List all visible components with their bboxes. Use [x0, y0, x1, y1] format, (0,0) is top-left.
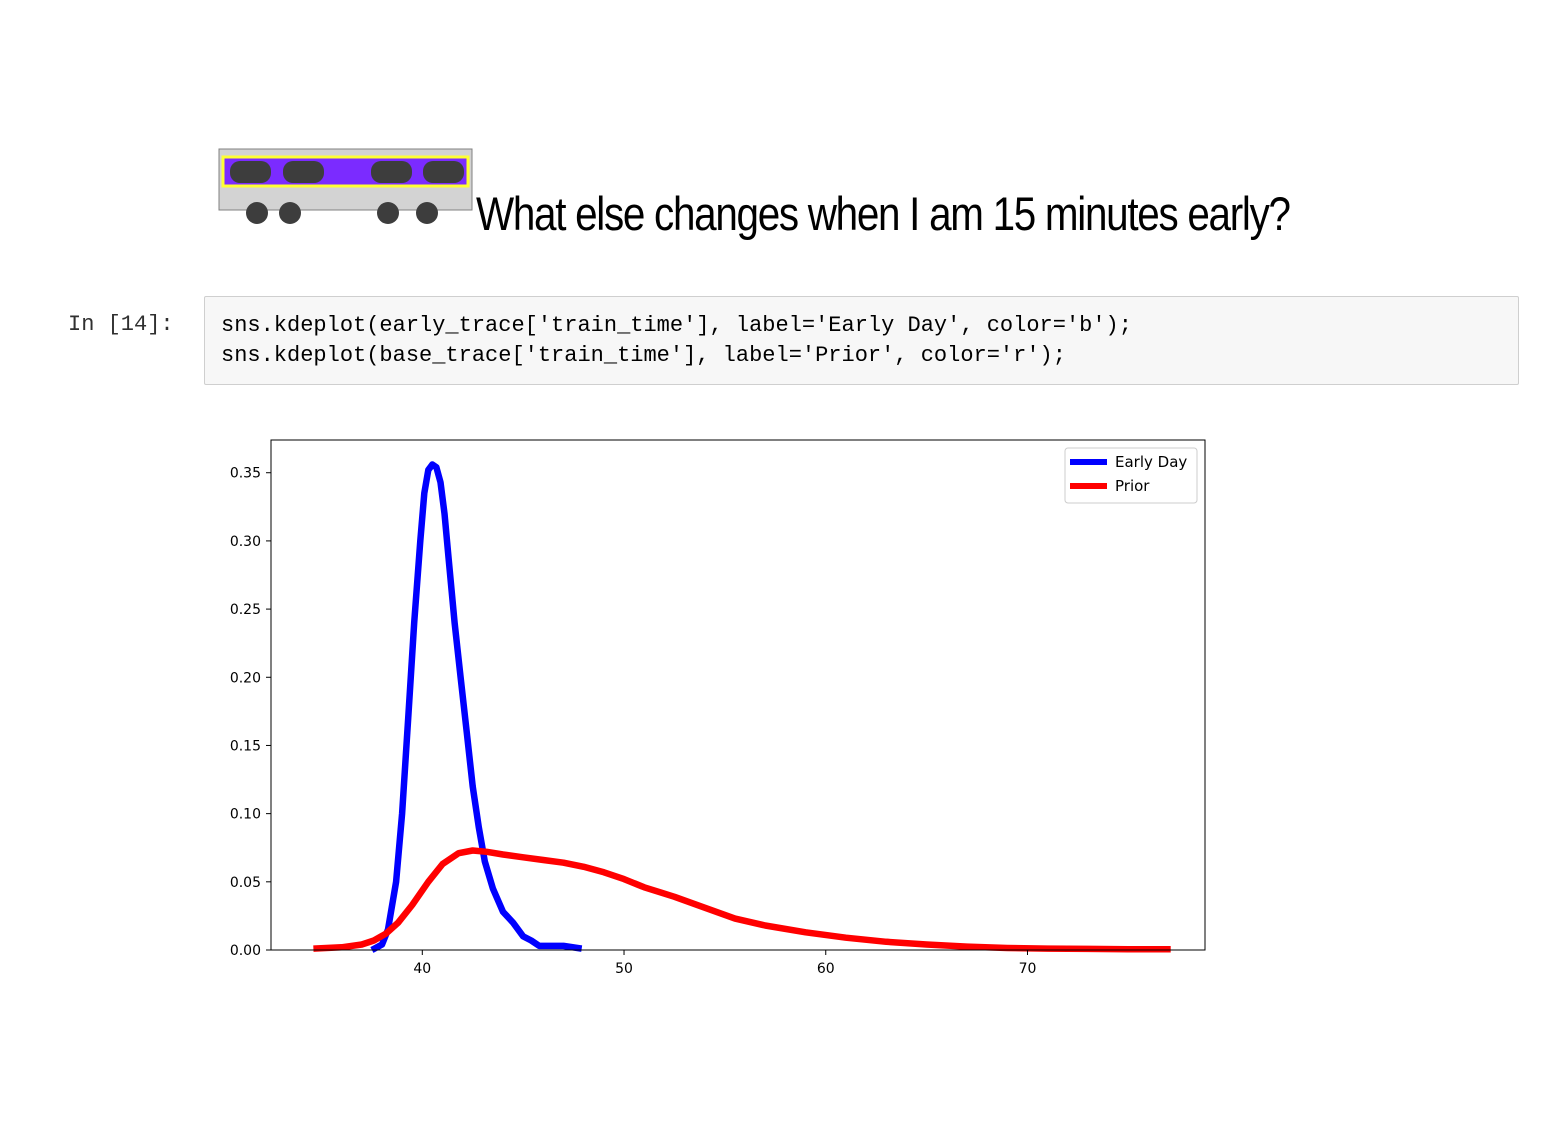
series-line-early-day: [370, 461, 583, 953]
x-tick-label: 60: [817, 961, 835, 977]
page-title: What else changes when I am 15 minutes e…: [476, 187, 1291, 240]
code-line: sns.kdeplot(base_trace['train_time'], la…: [221, 343, 1066, 368]
legend-label-early-day: Early Day: [1115, 453, 1187, 471]
kde-plot: 40 50 60 70 0.00 0.05 0.10 0.15 0.20 0.25 0.30 0.35…: [230, 439, 1206, 977]
x-tick-label: 70: [1019, 961, 1037, 977]
legend-label-prior: Prior: [1115, 477, 1150, 495]
series-line-prior: [313, 847, 1171, 953]
heading-row: What else changes when I am 15 minutes e…: [218, 148, 1518, 248]
y-tick-label: 0.05: [230, 875, 261, 891]
y-tick-label: 0.10: [230, 807, 261, 823]
cell-prompt: In [14]:: [68, 312, 174, 337]
y-tick-label: 0.30: [230, 534, 261, 550]
code-editor[interactable]: sns.kdeplot(early_trace['train_time'], l…: [204, 296, 1519, 385]
y-tick-label: 0.15: [230, 738, 261, 754]
code-line: sns.kdeplot(early_trace['train_time'], l…: [221, 313, 1132, 338]
train-car-icon: [218, 148, 473, 224]
y-tick-label: 0.20: [230, 670, 261, 686]
y-tick-label: 0.35: [230, 466, 261, 482]
y-tick-label: 0.00: [230, 943, 261, 959]
plot-frame: [270, 439, 1206, 951]
x-tick-label: 40: [413, 961, 431, 977]
code-cell: In [14]: sns.kdeplot(early_trace['train_…: [0, 296, 1561, 388]
y-tick-label: 0.25: [230, 602, 261, 618]
output-chart: 40 50 60 70 0.00 0.05 0.10 0.15 0.20 0.25 0.30 0.35…: [210, 430, 1220, 990]
x-tick-label: 50: [615, 961, 633, 977]
